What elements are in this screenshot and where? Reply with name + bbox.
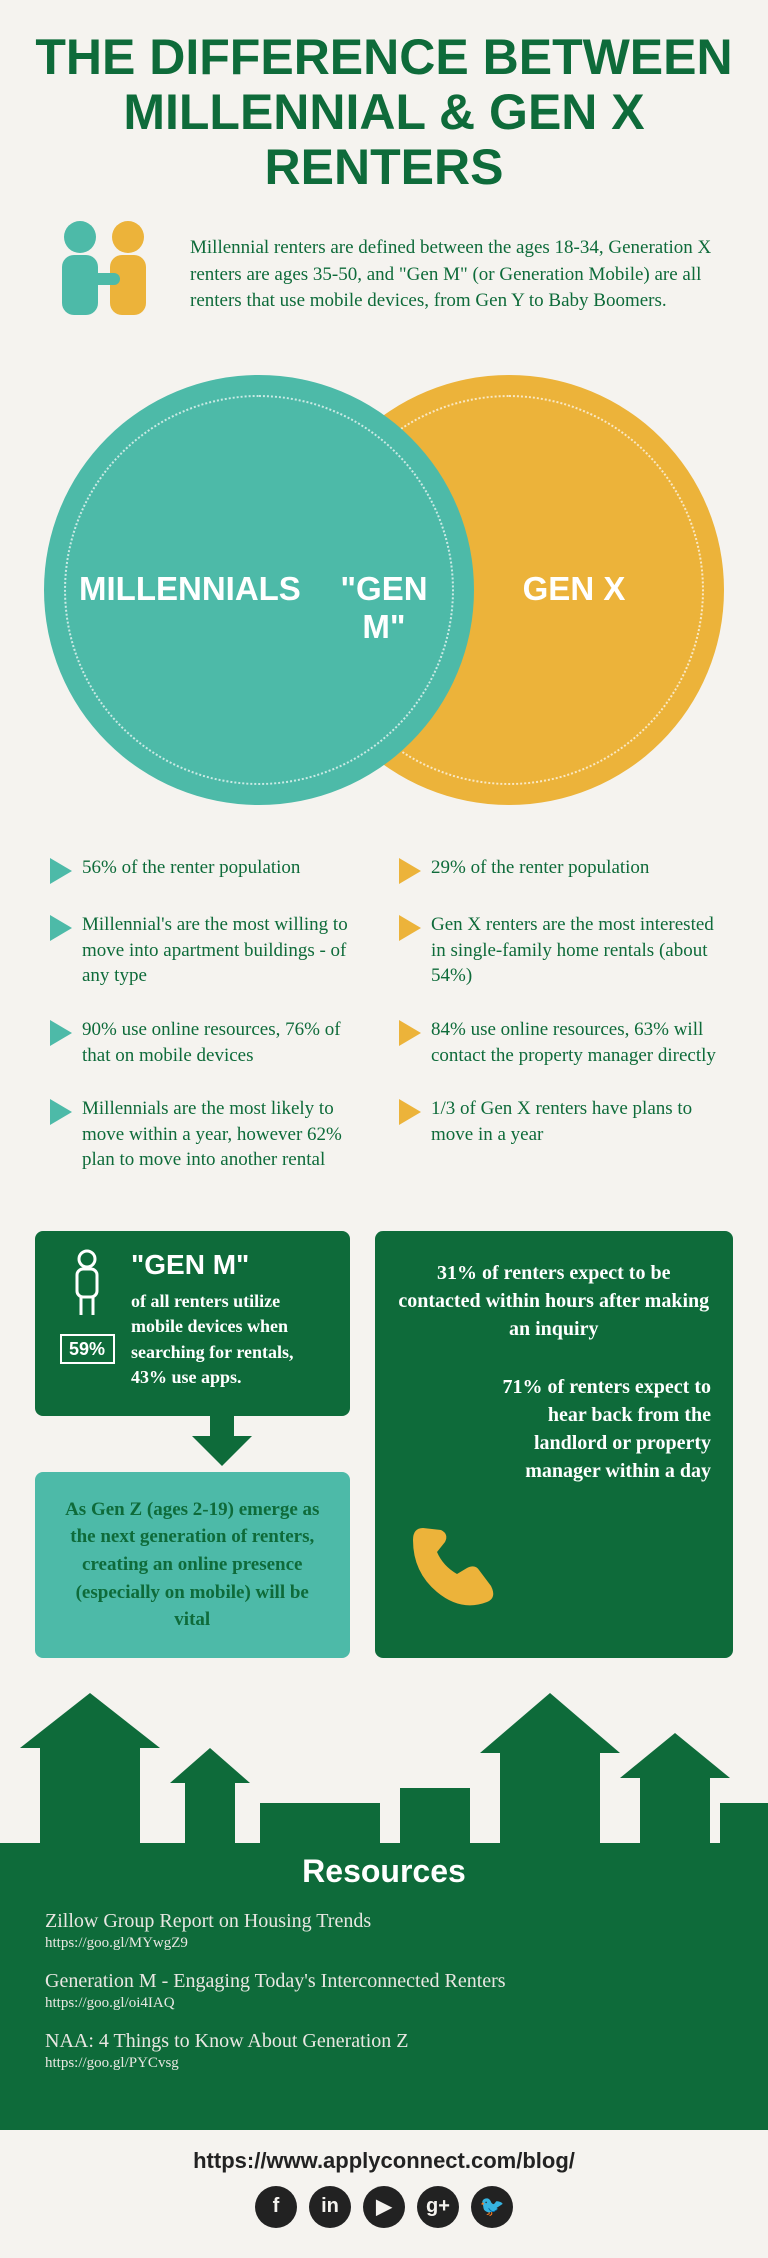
resources-title: Resources: [45, 1853, 723, 1890]
triangle-icon: [399, 858, 421, 884]
social-row: f in ▶ g+ 🐦: [0, 2186, 768, 2258]
people-icon: [40, 215, 170, 335]
list-item: 1/3 of Gen X renters have plans to move …: [399, 1096, 718, 1147]
resource-item: NAA: 4 Things to Know About Generation Z…: [45, 2030, 723, 2072]
down-arrow-icon: [95, 1414, 350, 1474]
triangle-icon: [50, 1020, 72, 1046]
triangle-icon: [50, 915, 72, 941]
info-panels: 59% "GEN M" of all renters utilize mobil…: [0, 1231, 768, 1692]
list-item: 90% use online resources, 76% of that on…: [50, 1017, 369, 1068]
triangle-icon: [50, 858, 72, 884]
triangle-icon: [399, 1020, 421, 1046]
genm-body: of all renters utilize mobile devices wh…: [131, 1289, 328, 1390]
venn-label-millennials: MILLENNIALS: [79, 570, 299, 608]
genz-panel: As Gen Z (ages 2-19) emerge as the next …: [35, 1472, 350, 1658]
venn-label-genx: GEN X: [484, 570, 664, 608]
footer-url[interactable]: https://www.applyconnect.com/blog/: [0, 2130, 768, 2186]
bullet-columns: 56% of the renter population Millennial'…: [0, 855, 768, 1231]
phone-icon: [395, 1510, 505, 1628]
twitter-icon[interactable]: 🐦: [471, 2186, 513, 2228]
page-title: THE DIFFERENCE BETWEEN MILLENNIAL & GEN …: [0, 0, 768, 215]
venn-label-genm: "GEN M": [319, 570, 449, 646]
resource-item: Generation M - Engaging Today's Intercon…: [45, 1970, 723, 2012]
contact-panel: 31% of renters expect to be contacted wi…: [375, 1231, 734, 1657]
triangle-icon: [399, 1099, 421, 1125]
list-item: 84% use online resources, 63% will conta…: [399, 1017, 718, 1068]
genm-title: "GEN M": [131, 1249, 328, 1281]
youtube-icon[interactable]: ▶: [363, 2186, 405, 2228]
genm-panel: 59% "GEN M" of all renters utilize mobil…: [35, 1231, 350, 1416]
facebook-icon[interactable]: f: [255, 2186, 297, 2228]
skyline-graphic: [0, 1693, 768, 1843]
resources-section: Resources Zillow Group Report on Housing…: [0, 1843, 768, 2130]
millennial-column: 56% of the renter population Millennial'…: [50, 855, 369, 1201]
person-icon: [67, 1249, 107, 1319]
list-item: Millennials are the most likely to move …: [50, 1096, 369, 1173]
genx-column: 29% of the renter population Gen X rente…: [399, 855, 718, 1201]
triangle-icon: [399, 915, 421, 941]
list-item: Gen X renters are the most interested in…: [399, 912, 718, 989]
percent-badge: 59%: [60, 1334, 115, 1364]
googleplus-icon[interactable]: g+: [417, 2186, 459, 2228]
intro-row: Millennial renters are defined between t…: [0, 215, 768, 355]
triangle-icon: [50, 1099, 72, 1125]
linkedin-icon[interactable]: in: [309, 2186, 351, 2228]
venn-diagram: MILLENNIALS "GEN M" GEN X: [44, 355, 724, 855]
list-item: 56% of the renter population: [50, 855, 369, 884]
contact-text-2: 71% of renters expect to hear back from …: [397, 1373, 712, 1485]
list-item: Millennial's are the most willing to mov…: [50, 912, 369, 989]
resource-item: Zillow Group Report on Housing Trends ht…: [45, 1910, 723, 1952]
list-item: 29% of the renter population: [399, 855, 718, 884]
contact-text-1: 31% of renters expect to be contacted wi…: [397, 1259, 712, 1343]
intro-text: Millennial renters are defined between t…: [190, 235, 728, 315]
